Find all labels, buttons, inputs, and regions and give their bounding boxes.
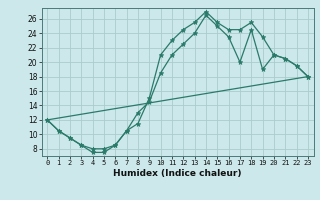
X-axis label: Humidex (Indice chaleur): Humidex (Indice chaleur) [113,169,242,178]
